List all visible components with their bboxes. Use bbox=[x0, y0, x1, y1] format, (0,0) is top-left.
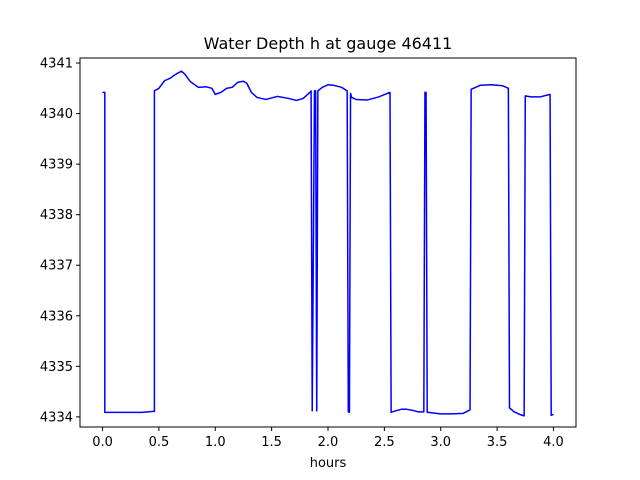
x-tick-label: 0.0 bbox=[92, 435, 113, 450]
y-tick-label: 4337 bbox=[40, 259, 73, 274]
y-tick-label: 4339 bbox=[40, 158, 73, 173]
y-tick-label: 4338 bbox=[40, 208, 73, 223]
x-tick-label: 2.5 bbox=[374, 435, 395, 450]
chart-title: Water Depth h at gauge 46411 bbox=[204, 34, 453, 53]
y-tick-label: 4340 bbox=[40, 107, 73, 122]
x-tick-label: 1.0 bbox=[205, 435, 226, 450]
series-line-0 bbox=[102, 70, 554, 417]
y-tick-label: 4341 bbox=[40, 57, 73, 72]
x-tick-label: 1.5 bbox=[261, 435, 282, 450]
x-axis-label: hours bbox=[310, 456, 347, 471]
x-tick-label: 0.5 bbox=[149, 435, 170, 450]
y-tick-label: 4334 bbox=[40, 410, 73, 425]
y-axis-ticks: 4334 4335 4336 4337 4338 4339 4340 4341 bbox=[40, 57, 80, 425]
y-tick-label: 4336 bbox=[40, 309, 73, 324]
x-tick-label: 3.5 bbox=[487, 435, 508, 450]
x-tick-label: 4.0 bbox=[543, 435, 564, 450]
x-tick-label: 2.0 bbox=[318, 435, 339, 450]
y-tick-label: 4335 bbox=[40, 360, 73, 375]
x-axis-ticks: 0.0 0.5 1.0 1.5 2.0 2.5 3.0 3.5 4.0 bbox=[92, 427, 564, 450]
x-tick-label: 3.0 bbox=[430, 435, 451, 450]
